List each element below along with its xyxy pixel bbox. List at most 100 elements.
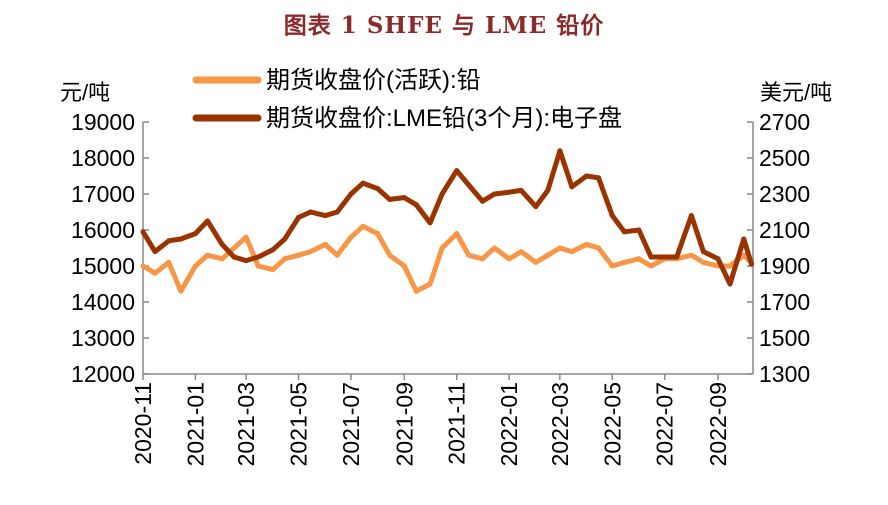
data-point (401, 195, 407, 201)
left-tick-label: 19000 (71, 109, 135, 135)
right-tick-label: 1700 (759, 289, 810, 315)
right-tick-label: 1300 (759, 361, 810, 387)
legend-label: 期货收盘价(活跃):铅 (266, 67, 481, 94)
left-tick-label: 18000 (71, 145, 135, 171)
data-point (255, 263, 261, 269)
data-point (621, 259, 627, 265)
data-point (348, 234, 354, 240)
data-point (166, 259, 172, 265)
data-point (439, 245, 445, 251)
x-tick-label: 2021-05 (286, 382, 312, 466)
data-point (466, 182, 472, 188)
x-tick-label: 2022-03 (547, 382, 573, 466)
right-tick-label: 1500 (759, 325, 810, 351)
left-tick-label: 15000 (71, 253, 135, 279)
data-point (506, 189, 512, 195)
data-point (231, 245, 237, 251)
data-point (506, 256, 512, 262)
data-point (518, 187, 524, 193)
data-point (360, 180, 366, 186)
right-axis-unit: 美元/吨 (760, 80, 832, 105)
data-point (454, 168, 460, 174)
data-point (387, 196, 393, 202)
data-point (322, 241, 328, 247)
data-point (282, 236, 288, 242)
right-tick-label: 2300 (759, 181, 810, 207)
data-point (219, 256, 225, 262)
series-line-1 (141, 223, 754, 294)
data-point (741, 236, 747, 242)
data-point (715, 256, 721, 262)
data-point (700, 249, 706, 255)
left-tick-label: 17000 (71, 181, 135, 207)
data-point (360, 223, 366, 229)
data-point (178, 288, 184, 294)
x-tick-label: 2021-03 (233, 382, 259, 466)
left-tick-label: 14000 (71, 289, 135, 315)
data-point (596, 175, 602, 181)
data-point (296, 214, 302, 220)
data-point (308, 209, 314, 215)
data-point (545, 252, 551, 258)
x-tick-label: 2022-07 (652, 382, 678, 466)
data-point (557, 148, 563, 154)
data-point (533, 259, 539, 265)
left-tick-label: 13000 (71, 325, 135, 351)
data-point (569, 184, 575, 190)
data-point (492, 245, 498, 251)
data-point (204, 252, 210, 258)
data-point (466, 252, 472, 258)
data-point (700, 259, 706, 265)
data-point (255, 254, 261, 260)
data-point (270, 267, 276, 273)
data-point (454, 231, 460, 237)
data-point (296, 252, 302, 258)
data-point (140, 263, 146, 269)
data-point (322, 213, 328, 219)
data-point (596, 245, 602, 251)
data-point (583, 241, 589, 247)
data-point (636, 256, 642, 262)
data-point (439, 191, 445, 197)
data-point (583, 173, 589, 179)
left-tick-label: 16000 (71, 217, 135, 243)
chart-title: 图表 1 SHFE 与 LME 铅价 (283, 12, 605, 39)
data-point (688, 213, 694, 219)
data-point (204, 218, 210, 224)
data-point (375, 186, 381, 192)
data-point (308, 249, 314, 255)
right-tick-label: 2700 (759, 109, 810, 135)
right-tick-label: 2500 (759, 145, 810, 171)
data-point (727, 281, 733, 287)
data-point (609, 213, 615, 219)
data-point (413, 288, 419, 294)
data-point (688, 252, 694, 258)
x-tick-label: 2022-09 (705, 382, 731, 466)
data-point (152, 249, 158, 255)
data-point (152, 270, 158, 276)
data-point (387, 252, 393, 258)
right-tick-label: 2100 (759, 217, 810, 243)
x-tick-label: 2021-09 (391, 382, 417, 466)
data-point (427, 281, 433, 287)
x-tick-label: 2021-07 (338, 382, 364, 466)
x-tick-label: 2021-11 (444, 382, 470, 465)
x-tick-label: 2022-05 (599, 382, 625, 466)
data-point (741, 252, 747, 258)
data-point (479, 256, 485, 262)
data-point (231, 254, 237, 260)
data-point (192, 263, 198, 269)
x-tick-label: 2021-01 (182, 382, 208, 466)
data-point (140, 229, 146, 235)
data-point (282, 256, 288, 262)
legend-label: 期货收盘价:LME铅(3个月):电子盘 (266, 105, 622, 132)
data-point (243, 258, 249, 264)
data-point (749, 261, 755, 267)
data-point (492, 191, 498, 197)
x-tick-label: 2022-01 (496, 382, 522, 466)
data-point (401, 263, 407, 269)
data-point (219, 241, 225, 247)
data-point (545, 187, 551, 193)
